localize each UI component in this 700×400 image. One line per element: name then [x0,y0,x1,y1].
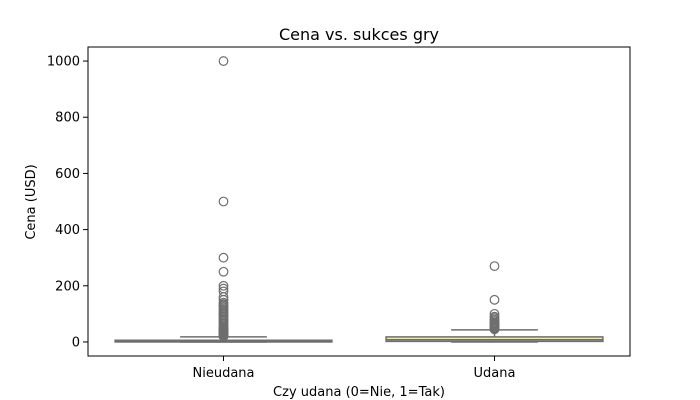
x-tick-label-nieudana: Nieudana [193,366,255,381]
box-group-nieudana [114,56,333,343]
plot-area: 0 200 400 600 800 1000 Nieudana Udana [47,55,604,381]
y-tick-label: 1000 [47,55,80,70]
y-tick-label: 200 [55,279,80,294]
outlier-point [489,308,500,319]
y-tick-label: 600 [55,167,80,182]
outlier-point [218,280,229,291]
outlier-point [218,286,229,297]
x-tick-label-udana: Udana [474,366,516,381]
chart-title: Cena vs. sukces gry [279,25,439,44]
y-tick-label: 0 [72,335,80,350]
outlier-point [218,56,229,66]
outlier-point [218,266,229,277]
outlier-point [218,252,229,263]
y-tick-label: 400 [55,223,80,238]
y-axis-label: Cena (USD) [24,164,39,239]
outlier-point [218,297,229,308]
outlier-point [489,311,500,322]
outlier-point [218,283,229,294]
outlier-point [218,196,229,207]
plot-frame [87,46,631,357]
y-tick-label: 800 [55,111,80,126]
x-axis-label: Czy udana (0=Nie, 1=Tak) [273,385,445,400]
outlier-point [489,261,500,272]
outlier-point [489,294,500,305]
box-group-udana [385,261,604,343]
